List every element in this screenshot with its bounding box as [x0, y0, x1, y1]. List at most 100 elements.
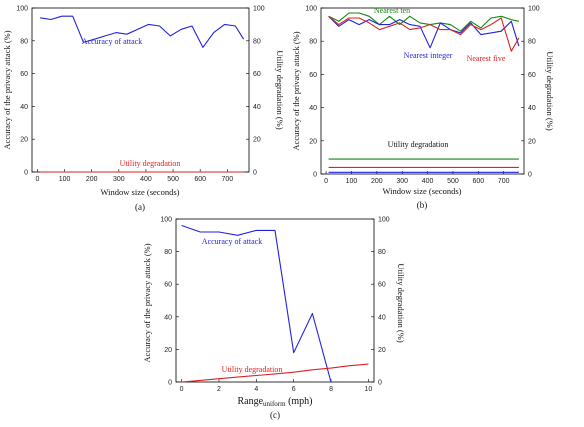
y2-tick-label-a: 40	[253, 104, 261, 111]
x-tick-label-a: 600	[194, 176, 206, 183]
y-tick-label-a: 40	[20, 104, 28, 111]
x-tick-label-a: 700	[221, 176, 233, 183]
y2-tick-label-b: 100	[528, 6, 540, 13]
plot-frame-b	[320, 7, 525, 175]
x-tick-label-b: 700	[498, 178, 510, 185]
x-axis-label-c-sub: uniform	[263, 400, 286, 408]
x-tick-label-a: 500	[167, 176, 179, 183]
annotation-utility-a: Utility degradation	[120, 159, 181, 168]
x-tick-label-c: 0	[180, 386, 184, 393]
y2-tick-label-c: 0	[378, 380, 382, 387]
y-axis-label-a: Accuracy of the privacy attack (%)	[2, 30, 12, 149]
y-axis-label-c: Accuracy of the privacy attack (%)	[142, 243, 152, 362]
y2-axis-label-c: Utility degradation (%)	[396, 263, 406, 342]
y-tick-label-a: 80	[20, 38, 28, 45]
series-b	[328, 12, 520, 173]
caption-a: (a)	[135, 202, 145, 212]
y-tick-label-b: 0	[313, 172, 317, 179]
plot-frame-c	[175, 218, 375, 383]
y-tick-label-c: 40	[164, 314, 172, 321]
y-tick-label-c: 80	[164, 249, 172, 256]
x-tick-label-b: 100	[346, 178, 358, 185]
series-line-b-nearest-ten	[328, 12, 520, 32]
y2-tick-label-c: 80	[378, 249, 386, 256]
annotation-accuracy-a: Accuracy of attack	[82, 37, 142, 46]
series-line-c-utility-degradation	[181, 363, 369, 383]
x-tick-label-b: 300	[396, 178, 408, 185]
caption-b: (b)	[417, 200, 428, 210]
x-tick-label-c: 4	[254, 386, 258, 393]
panel-a: 0 100 200 300 400 500 600 700 0 20 40 60 80 100 0 20 40 6…	[2, 6, 285, 213]
y-tick-label-b: 80	[309, 39, 317, 46]
y2-tick-label-b: 60	[528, 72, 536, 79]
y-tick-label-c: 20	[164, 347, 172, 354]
y2-tick-label-b: 40	[528, 105, 536, 112]
series-a	[40, 15, 245, 173]
x-tick-label-a: 300	[113, 176, 125, 183]
x-axis-label-c-tail: (mph)	[286, 396, 313, 407]
panel-b: 0 100 200 300 400 500 600 700 0 20 40 60 80 100 0 20 40 6…	[291, 6, 555, 211]
y-tick-label-c: 0	[168, 380, 172, 387]
y-tick-label-c: 100	[160, 217, 172, 224]
annotation-nearest-integer: Nearest integer	[404, 51, 453, 60]
y2-tick-label-a: 80	[253, 38, 261, 45]
y-tick-label-b: 40	[309, 105, 317, 112]
x-tick-label-a: 100	[59, 176, 71, 183]
y2-tick-label-c: 40	[378, 314, 386, 321]
series-line-a-accuracy-of-attack	[40, 15, 245, 48]
x-tick-label-c: 6	[292, 386, 296, 393]
annotation-accuracy-c: Accuracy of attack	[202, 237, 262, 246]
y-tick-label-a: 100	[16, 6, 28, 13]
x-tick-label-c: 10	[364, 386, 372, 393]
y2-tick-label-c: 60	[378, 282, 386, 289]
y2-tick-label-a: 100	[253, 6, 265, 13]
y2-axis-label-b: Utility degradation (%)	[545, 51, 555, 130]
series-line-c-accuracy-of-attack	[181, 224, 332, 383]
y2-tick-label-a: 20	[253, 137, 261, 144]
ticks-a: 0 100 200 300 400 500 600 700 0 20 40 60 80 100 0 20 40 6…	[16, 6, 264, 184]
y2-tick-label-c: 20	[378, 347, 386, 354]
y2-tick-label-b: 0	[528, 172, 532, 179]
x-axis-label-c: Rangeuniform (mph)	[237, 396, 312, 408]
y-tick-label-a: 20	[20, 137, 28, 144]
y-tick-label-c: 60	[164, 282, 172, 289]
y2-tick-label-a: 60	[253, 71, 261, 78]
x-axis-label-b: Window size (seconds)	[383, 186, 462, 196]
series-line-b-nearest-integer	[328, 15, 520, 49]
x-tick-label-b: 400	[422, 178, 434, 185]
y-tick-label-a: 0	[24, 170, 28, 177]
y-tick-label-b: 100	[305, 6, 317, 13]
y2-tick-label-c: 100	[378, 217, 390, 224]
annotation-utility-c: Utility degradation	[222, 365, 283, 374]
x-axis-label-a: Window size (seconds)	[101, 187, 180, 197]
y-tick-label-b: 20	[309, 138, 317, 145]
x-tick-label-c: 8	[329, 386, 333, 393]
annotation-utility-b: Utility degradation	[388, 140, 449, 149]
x-tick-label-a: 200	[86, 176, 98, 183]
x-tick-label-b: 500	[447, 178, 459, 185]
series-c	[181, 224, 369, 383]
ticks-b: 0 100 200 300 400 500 600 700 0 20 40 60 80 100 0 20 40 6…	[305, 6, 539, 186]
x-tick-label-a: 400	[140, 176, 152, 183]
y2-axis-label-a: Utility degradation (%)	[275, 50, 285, 129]
x-tick-label-a: 0	[35, 176, 39, 183]
annotation-nearest-ten: Nearest ten	[374, 6, 410, 15]
x-axis-label-c-main: Range	[237, 396, 263, 407]
x-tick-label-b: 0	[324, 178, 328, 185]
x-tick-label-b: 200	[371, 178, 383, 185]
annotation-nearest-five: Nearest five	[467, 54, 506, 63]
x-tick-label-b: 600	[472, 178, 484, 185]
y2-tick-label-b: 20	[528, 138, 536, 145]
y2-tick-label-b: 80	[528, 39, 536, 46]
plot-frame-a	[31, 7, 250, 173]
y-tick-label-a: 60	[20, 71, 28, 78]
x-tick-label-c: 2	[217, 386, 221, 393]
series-line-b-nearest-five	[328, 15, 520, 52]
y-tick-label-b: 60	[309, 72, 317, 79]
caption-c: (c)	[270, 410, 280, 420]
y2-tick-label-a: 0	[253, 170, 257, 177]
y-axis-label-b: Accuracy of the privacy attack (%)	[291, 31, 301, 150]
